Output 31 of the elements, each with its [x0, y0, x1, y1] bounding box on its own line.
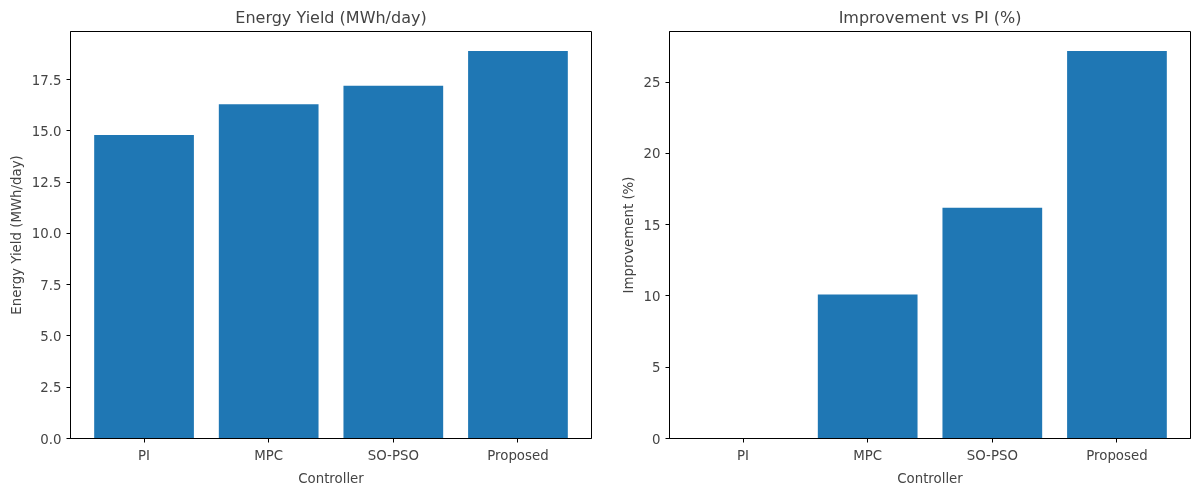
x-tick-label: PI — [138, 447, 151, 463]
y-tick-label: 5.0 — [40, 328, 62, 344]
y-axis-title: Improvement (%) — [620, 176, 636, 294]
x-tick-label: SO-PSO — [966, 447, 1018, 463]
x-axis-title: Controller — [298, 470, 365, 486]
x-tick-label: MPC — [254, 447, 284, 463]
bar — [942, 207, 1043, 439]
y-tick-label: 2.5 — [40, 380, 62, 396]
bar — [1067, 50, 1167, 439]
y-tick-label: 0 — [652, 431, 661, 447]
y-tick-label: 5 — [652, 360, 661, 376]
bar — [817, 294, 918, 439]
chart-title: Energy Yield (MWh/day) — [235, 7, 427, 27]
y-tick-label: 25 — [643, 75, 661, 91]
x-axis-title: Controller — [897, 470, 964, 486]
y-tick-label: 17.5 — [31, 72, 62, 88]
chart-title: Improvement vs PI (%) — [838, 7, 1022, 27]
y-tick-label: 15 — [643, 217, 661, 233]
y-tick-label: 10.0 — [31, 226, 62, 242]
y-axis-title: Energy Yield (MWh/day) — [8, 155, 24, 315]
x-tick-label: Proposed — [1086, 447, 1148, 463]
y-tick-label: 12.5 — [31, 175, 62, 191]
y-tick-label: 10 — [643, 288, 661, 304]
y-tick-label: 7.5 — [40, 277, 62, 293]
y-tick-label: 0.0 — [40, 431, 62, 447]
y-tick-label: 20 — [643, 146, 661, 162]
x-tick-label: SO-PSO — [367, 447, 419, 463]
x-tick-label: Proposed — [487, 447, 549, 463]
x-tick-label: PI — [737, 447, 750, 463]
x-tick-label: MPC — [853, 447, 883, 463]
y-tick-label: 15.0 — [31, 123, 62, 139]
